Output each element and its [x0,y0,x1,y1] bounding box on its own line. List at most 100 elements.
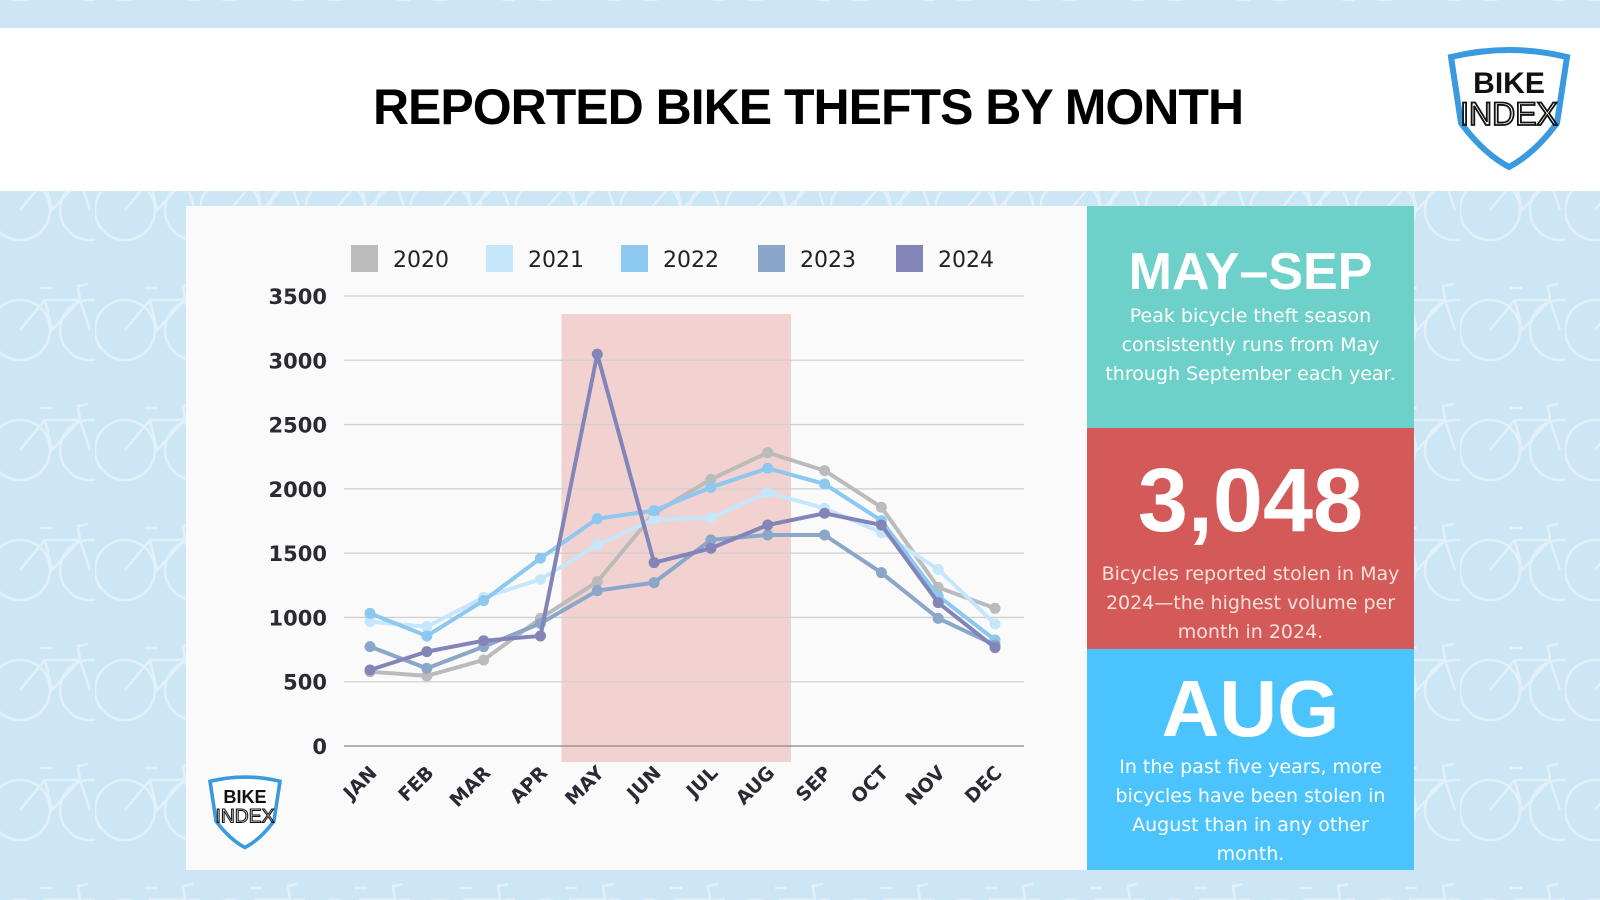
stat-headline: MAY–SEP [1128,243,1373,301]
data-point-2020 [478,654,490,666]
data-point-2023 [364,641,376,653]
header-band [0,28,1600,191]
data-point-2022 [591,513,603,525]
bike-index-logo-small: BIKE INDEX [207,775,283,850]
data-point-2020 [875,501,887,513]
series-line-2020 [369,450,996,678]
data-point-2021 [705,512,717,524]
data-point-2020 [421,670,433,682]
stat-description: Peak bicycle theft season consistently r… [1105,305,1396,385]
data-point-2023 [932,612,944,624]
data-point-2022 [421,630,433,642]
data-point-2020 [989,602,1001,614]
data-point-2021 [591,539,603,551]
highlight-region [561,314,792,762]
data-point-2023 [591,585,603,597]
data-point-2024 [421,646,433,658]
data-point-2023 [875,567,887,579]
data-point-2022 [534,552,546,564]
data-point-2023 [819,529,831,541]
x-tick-label: MAY [561,762,609,810]
data-point-2022 [705,481,717,493]
x-tick-label: DEC [961,762,1007,808]
legend-swatch-2022 [621,245,648,272]
x-tick-label: FEB [394,762,438,806]
data-point-2020 [591,576,603,588]
data-point-2024 [762,519,774,531]
series-line-2024 [369,352,997,672]
legend-label-2023: 2023 [800,248,856,273]
data-point-2024 [875,519,887,531]
bike-index-logo: BIKE INDEX [1447,47,1571,171]
data-point-2024 [705,542,717,554]
x-tick-label: JUN [621,762,665,806]
data-point-2023 [705,534,717,546]
data-point-2022 [648,505,660,517]
x-tick-label: APR [506,762,552,808]
chart-card: 0 500 1000 1500 2000 2500 3000 3500 JAN FEB MAR APR… [186,206,1087,870]
legend-label-2024: 2024 [938,248,994,273]
data-point-2020 [819,465,831,477]
svg-text:INDEX: INDEX [1460,96,1558,132]
data-point-2022 [819,478,831,490]
stat-panel-august: AUG In the past five years, more bicycle… [1087,649,1414,870]
page-title: REPORTED BIKE THEFTS BY MONTH [372,79,1244,135]
legend-label-2022: 2022 [663,248,719,273]
x-tick-label: MAR [445,762,495,812]
data-point-2021 [932,563,944,575]
legend-swatch-2024 [896,245,923,272]
data-point-2021 [421,621,433,633]
x-tick-label: AUG [732,762,779,809]
data-point-2022 [364,607,376,619]
y-tick-label: 2500 [269,414,327,438]
data-point-2023 [648,577,660,589]
legend-swatch-2020 [351,245,378,272]
data-point-2023 [421,662,433,674]
data-point-2024 [819,507,831,519]
x-tick-label: NOV [901,762,949,810]
y-tick-label: 3500 [269,285,327,309]
stat-headline: AUG [1161,664,1340,753]
data-point-2021 [762,487,774,499]
line-chart: 0 500 1000 1500 2000 2500 3000 3500 JAN FEB MAR APR… [269,245,1024,812]
data-point-2021 [534,573,546,585]
data-point-2021 [989,618,1001,630]
x-tick-label: JUL [681,762,722,803]
stat-headline: 3,048 [1137,451,1364,551]
y-tick-label: 500 [283,671,327,695]
data-point-2024 [478,635,490,647]
y-tick-label: 1500 [269,542,327,566]
y-tick-label: 0 [312,735,327,759]
data-point-2024 [534,630,546,642]
data-point-2024 [591,348,603,360]
y-tick-label: 1000 [269,606,327,630]
data-point-2021 [364,616,376,628]
data-point-2020 [762,447,774,459]
series-line-2022 [369,466,997,642]
x-tick-label: SEP [792,762,836,806]
svg-text:INDEX: INDEX [216,806,275,827]
data-point-2021 [648,513,660,525]
y-tick-label: 2000 [269,478,327,502]
legend-swatch-2021 [486,245,513,272]
stat-panel-peak-season: MAY–SEP Peak bicycle theft season consis… [1087,206,1414,428]
stat-panel-may-2024: 3,048 Bicycles reported stolen in May 20… [1087,428,1414,649]
svg-text:BIKE: BIKE [223,787,266,807]
data-point-2022 [762,462,774,474]
svg-text:BIKE: BIKE [1473,67,1545,100]
data-point-2024 [932,597,944,609]
legend-label-2020: 2020 [393,248,449,273]
data-point-2022 [478,595,490,607]
legend-label-2021: 2021 [528,248,584,273]
x-tick-label: JAN [338,762,382,806]
series-line-2023 [369,533,996,671]
y-tick-label: 3000 [269,349,327,373]
legend-swatch-2023 [758,245,785,272]
data-point-2023 [762,529,774,541]
stat-description: Bicycles reported stolen in May 2024—the… [1101,563,1400,643]
x-tick-label: OCT [847,762,893,808]
data-point-2024 [989,642,1001,654]
data-point-2020 [705,473,717,485]
stat-description: In the past five years, more bicycles ha… [1115,756,1386,865]
data-point-2024 [648,557,660,569]
